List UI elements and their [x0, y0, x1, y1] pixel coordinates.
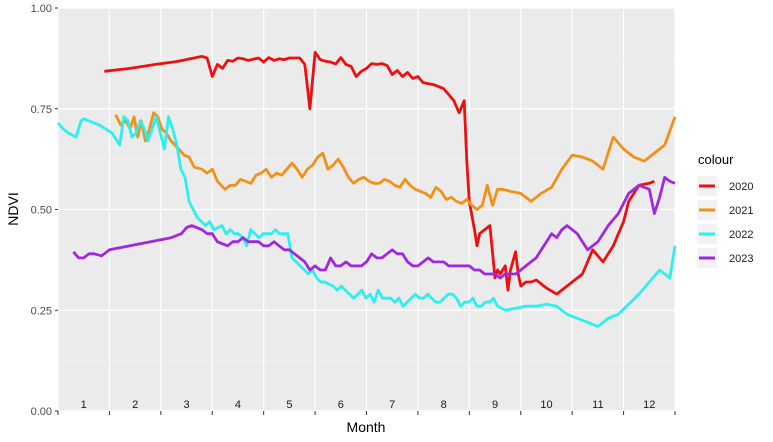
month-labels: 1 2 3 4 5 6 7 8 9 10 11 12	[81, 399, 656, 411]
month-label: 4	[235, 399, 241, 411]
y-tick-label: 0.00	[31, 406, 52, 418]
month-label: 2	[132, 399, 138, 411]
y-axis-title: NDVI	[5, 192, 21, 225]
x-axis-title: Month	[347, 419, 386, 435]
legend: colour 2020 2021 2022 2023	[697, 152, 753, 268]
x-axis	[57, 411, 676, 415]
series-line-2021	[114, 111, 677, 211]
series-line-2020	[104, 50, 655, 296]
month-label: 5	[286, 399, 292, 411]
series-layer	[56, 50, 677, 328]
y-tick-label: 1.00	[31, 3, 52, 15]
legend-label-2021: 2021	[729, 205, 753, 217]
month-label: 1	[81, 399, 87, 411]
month-label: 7	[389, 399, 395, 411]
legend-label-2023: 2023	[729, 253, 753, 265]
y-tick-label: 0.25	[31, 305, 52, 317]
month-label: 9	[492, 399, 498, 411]
legend-label-2020: 2020	[729, 181, 753, 193]
y-axis: 0.00 0.25 0.50 0.75 1.00	[31, 3, 58, 418]
month-label: 10	[540, 399, 552, 411]
legend-title: colour	[698, 152, 734, 167]
legend-label-2022: 2022	[729, 229, 753, 241]
series-line-2023	[72, 175, 676, 280]
y-tick-label: 0.75	[31, 104, 52, 116]
y-tick-label: 0.50	[31, 205, 52, 217]
series-line-2022	[56, 115, 677, 328]
month-label: 12	[643, 399, 655, 411]
month-label: 6	[338, 399, 344, 411]
month-label: 11	[592, 399, 603, 411]
month-label: 8	[441, 399, 447, 411]
month-label: 3	[183, 399, 189, 411]
